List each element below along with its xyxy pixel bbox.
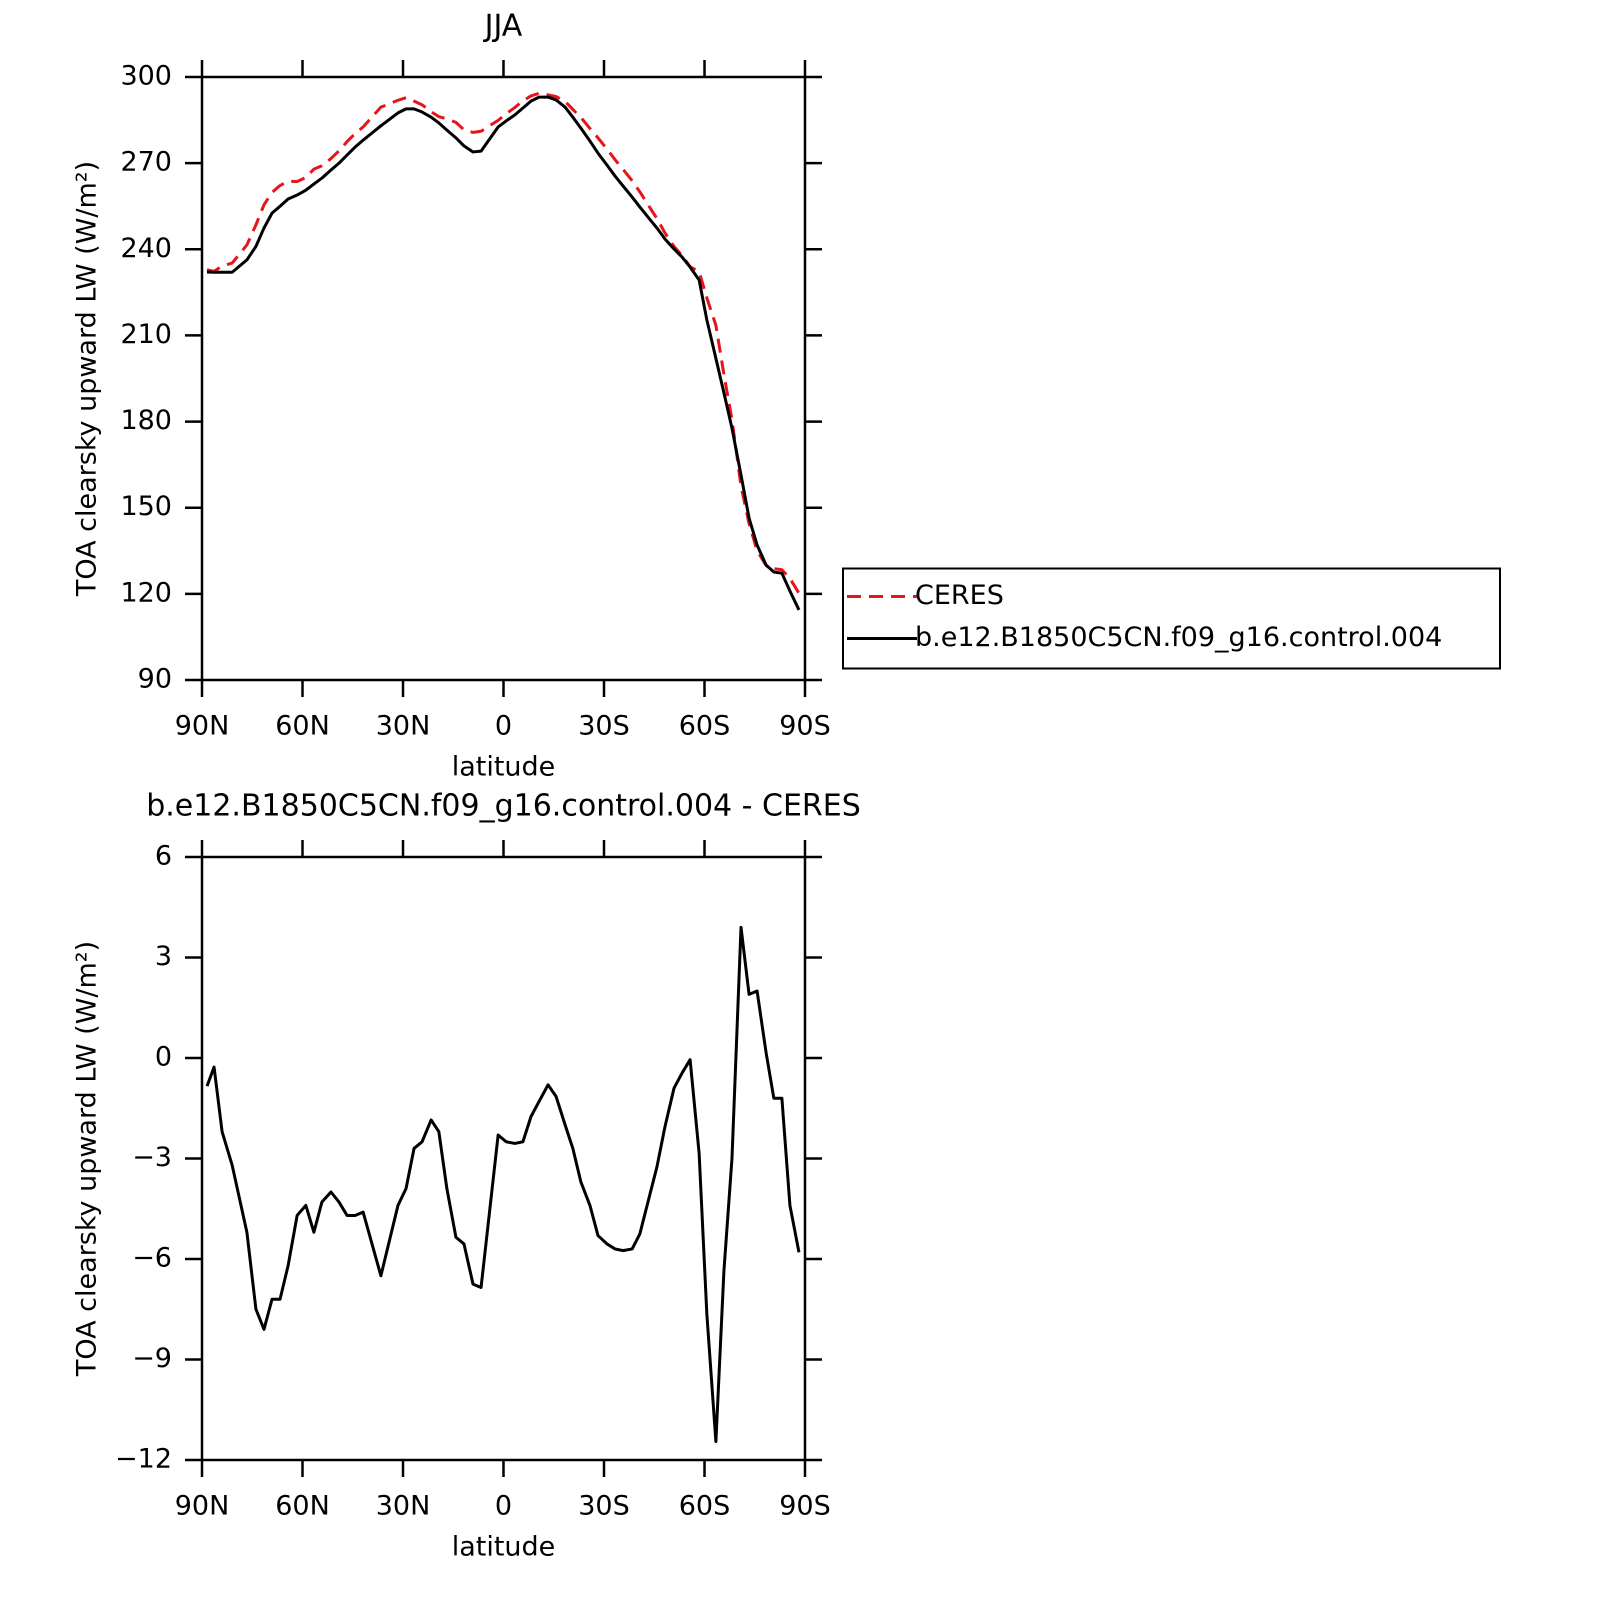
y-tick-label: −9 <box>132 1343 172 1374</box>
x-tick-label: 60S <box>679 1491 731 1522</box>
x-tick-label: 30N <box>376 1491 431 1522</box>
x-tick-label: 90N <box>175 1491 230 1522</box>
data-line <box>205 925 801 1444</box>
data-line <box>206 95 801 611</box>
plot-frame <box>200 855 807 1462</box>
y-tick-label: −3 <box>132 1142 172 1173</box>
data-line <box>206 91 801 595</box>
legend-label: b.e12.B1850C5CN.f09_g16.control.004 <box>915 622 1442 653</box>
x-axis-label: latitude <box>452 1532 556 1563</box>
chart-title: JJA <box>483 9 523 44</box>
x-tick-label: 30N <box>376 711 431 742</box>
y-tick-label: 210 <box>120 319 172 350</box>
x-tick-label: 90S <box>779 711 831 742</box>
y-axis-label: TOA clearsky upward LW (W/m²) <box>72 941 103 1377</box>
legend-box <box>842 567 1501 670</box>
y-tick-label: 270 <box>120 147 172 178</box>
x-tick-label: 60N <box>275 1491 330 1522</box>
x-tick-label: 90N <box>175 711 230 742</box>
x-tick-label: 30S <box>578 1491 630 1522</box>
y-axis-label: TOA clearsky upward LW (W/m²) <box>72 161 103 597</box>
x-tick-label: 60S <box>679 711 731 742</box>
y-tick-label: 3 <box>155 941 172 972</box>
y-tick-label: 180 <box>120 405 172 436</box>
chart-title: b.e12.B1850C5CN.f09_g16.control.004 - CE… <box>146 789 861 824</box>
x-tick-label: 0 <box>495 1491 512 1522</box>
y-tick-label: 300 <box>120 61 172 92</box>
y-tick-label: 6 <box>155 841 172 872</box>
x-tick-label: 90S <box>779 1491 831 1522</box>
x-tick-label: 0 <box>495 711 512 742</box>
x-axis-label: latitude <box>452 752 556 783</box>
y-tick-label: 120 <box>120 577 172 608</box>
y-tick-label: −12 <box>115 1444 172 1475</box>
y-tick-label: −6 <box>132 1243 172 1274</box>
legend-label: CERES <box>915 580 1004 611</box>
y-tick-label: 150 <box>120 491 172 522</box>
plot-frame <box>200 75 807 682</box>
y-tick-label: 240 <box>120 233 172 264</box>
y-tick-label: 0 <box>155 1042 172 1073</box>
y-tick-label: 90 <box>138 664 172 695</box>
x-tick-label: 60N <box>275 711 330 742</box>
x-tick-label: 30S <box>578 711 630 742</box>
